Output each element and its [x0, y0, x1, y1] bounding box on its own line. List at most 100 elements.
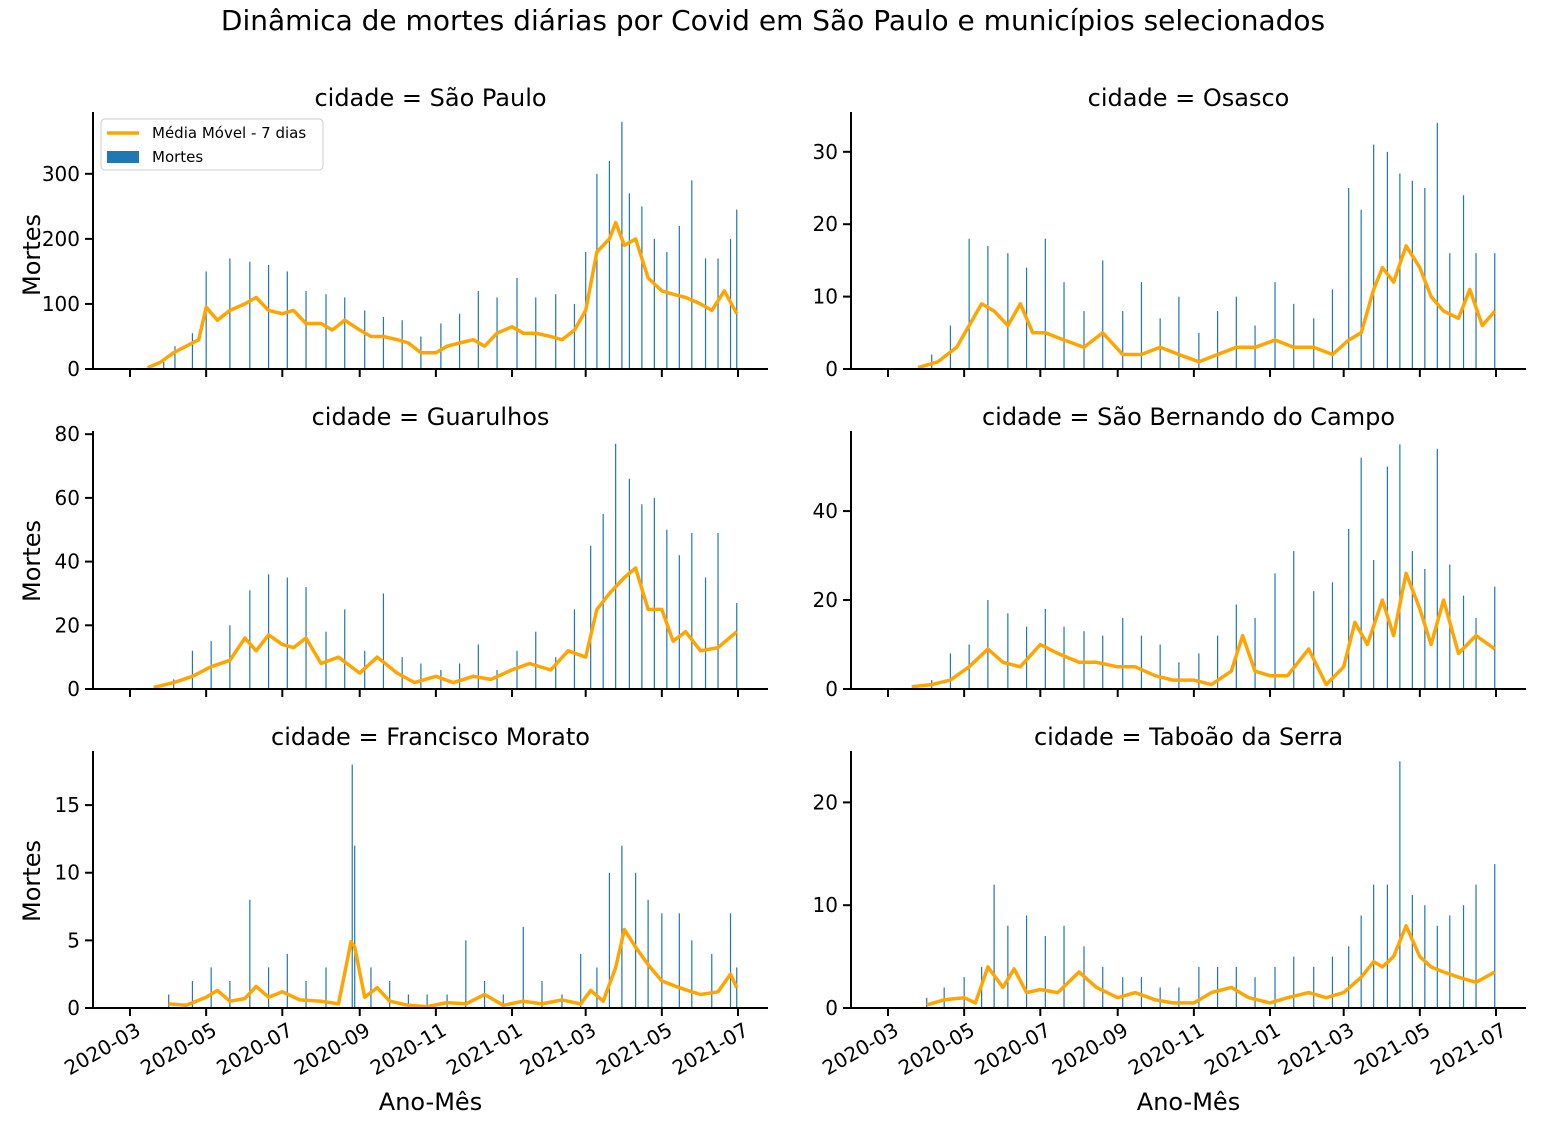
death-bar	[1399, 173, 1401, 369]
death-bar	[389, 980, 391, 1008]
death-bar	[1178, 987, 1180, 1008]
moving-average-line	[146, 220, 739, 370]
death-bar	[678, 555, 680, 689]
death-bar	[704, 577, 707, 689]
y-tick-label: 20	[813, 212, 838, 236]
death-bar	[1348, 946, 1350, 1008]
death-bar	[1293, 956, 1295, 1008]
death-bar	[1102, 260, 1104, 369]
death-bar	[711, 953, 713, 1008]
death-bar	[580, 953, 582, 1008]
death-bar	[1254, 617, 1256, 689]
death-bar	[1235, 604, 1237, 689]
panel: cidade = Osasco 0 10 20 30	[813, 84, 1526, 381]
death-bar	[1178, 662, 1180, 689]
death-bar	[691, 940, 693, 1008]
death-bar	[1449, 915, 1451, 1008]
x-tick-label: 2020-11	[366, 1018, 450, 1081]
death-bar	[661, 913, 663, 1008]
death-bar	[1373, 884, 1375, 1008]
death-bar	[931, 354, 933, 369]
legend: Média Móvel - 7 dias Mortes	[100, 118, 324, 171]
moving-average-line	[911, 571, 1496, 689]
death-bar	[1235, 296, 1237, 369]
death-bar	[968, 238, 970, 369]
death-bar	[993, 884, 995, 1008]
death-bar	[305, 290, 307, 369]
death-bar	[325, 294, 327, 369]
death-bar	[608, 872, 611, 1008]
death-bar	[1331, 582, 1334, 689]
death-bar	[1436, 122, 1438, 369]
panel: cidade = Guarulhos 0 20 40 60 80 Mortes	[18, 403, 768, 701]
death-bar	[1475, 884, 1477, 1008]
death-bar	[1411, 894, 1413, 1008]
y-tick-label: 10	[813, 285, 838, 309]
death-bar	[1198, 653, 1200, 689]
death-bar	[205, 271, 207, 369]
death-bar	[426, 994, 428, 1008]
x-tick-label: 2021-01	[1200, 1018, 1284, 1081]
y-tick-label: 15	[55, 793, 80, 817]
death-bar	[516, 277, 518, 369]
death-bar	[1386, 884, 1388, 1008]
death-bar	[691, 532, 693, 689]
death-bar	[191, 650, 194, 689]
death-bar	[1254, 977, 1256, 1008]
death-bar	[1159, 318, 1161, 369]
y-tick-label: 200	[42, 227, 80, 251]
death-bar	[717, 258, 719, 369]
death-bar	[1122, 977, 1124, 1008]
death-bar	[1025, 915, 1028, 1008]
panel: cidade = São Bernando do Campo 0 20 40	[813, 403, 1526, 701]
death-bar	[191, 980, 194, 1008]
death-bar	[596, 173, 598, 369]
death-bar	[1122, 617, 1124, 689]
death-bar	[1411, 180, 1413, 369]
y-tick-label: 5	[67, 928, 80, 952]
x-tick-label: 2020-11	[1124, 1018, 1208, 1081]
death-bar	[1140, 282, 1143, 369]
x-axis-label: Ano-Mês	[1137, 1088, 1240, 1116]
death-bar	[1178, 296, 1180, 369]
moving-average-line	[153, 566, 738, 690]
death-bar	[1462, 595, 1465, 689]
death-bar	[596, 967, 598, 1008]
death-bar	[1313, 591, 1315, 689]
y-tick-label: 300	[42, 162, 80, 186]
moving-average-line	[917, 244, 1497, 370]
legend-bar-swatch	[107, 151, 139, 163]
death-bar	[477, 290, 479, 369]
y-tick-label: 20	[55, 613, 80, 637]
y-tick-label: 10	[55, 861, 80, 885]
y-tick-label: 60	[55, 486, 80, 510]
death-bar	[1449, 253, 1451, 369]
death-bar	[666, 529, 668, 689]
death-bar	[1083, 631, 1085, 689]
death-bar	[573, 303, 576, 369]
death-bar	[458, 663, 461, 689]
death-bar	[1475, 617, 1477, 689]
death-bar	[522, 926, 524, 1008]
death-bar	[1494, 864, 1496, 1008]
death-bar	[678, 913, 680, 1008]
figure-title: Dinâmica de mortes diárias por Covid em …	[221, 4, 1325, 37]
panel-title: cidade = Guarulhos	[312, 403, 550, 431]
death-bar	[465, 940, 467, 1008]
death-bar	[249, 899, 251, 1008]
death-bar	[641, 206, 643, 369]
death-bar	[1063, 925, 1065, 1008]
y-axis-label: Mortes	[18, 520, 46, 602]
death-bar	[267, 264, 270, 369]
x-tick-label: 2021-03	[516, 1018, 600, 1081]
death-bar	[635, 872, 637, 1008]
death-bar	[286, 577, 288, 689]
death-bar	[1274, 282, 1276, 369]
death-bar	[191, 333, 194, 369]
death-bar	[1360, 915, 1362, 1008]
death-bar	[573, 609, 576, 689]
x-tick-label: 2021-05	[1350, 1018, 1434, 1081]
legend-label: Mortes	[152, 148, 203, 166]
